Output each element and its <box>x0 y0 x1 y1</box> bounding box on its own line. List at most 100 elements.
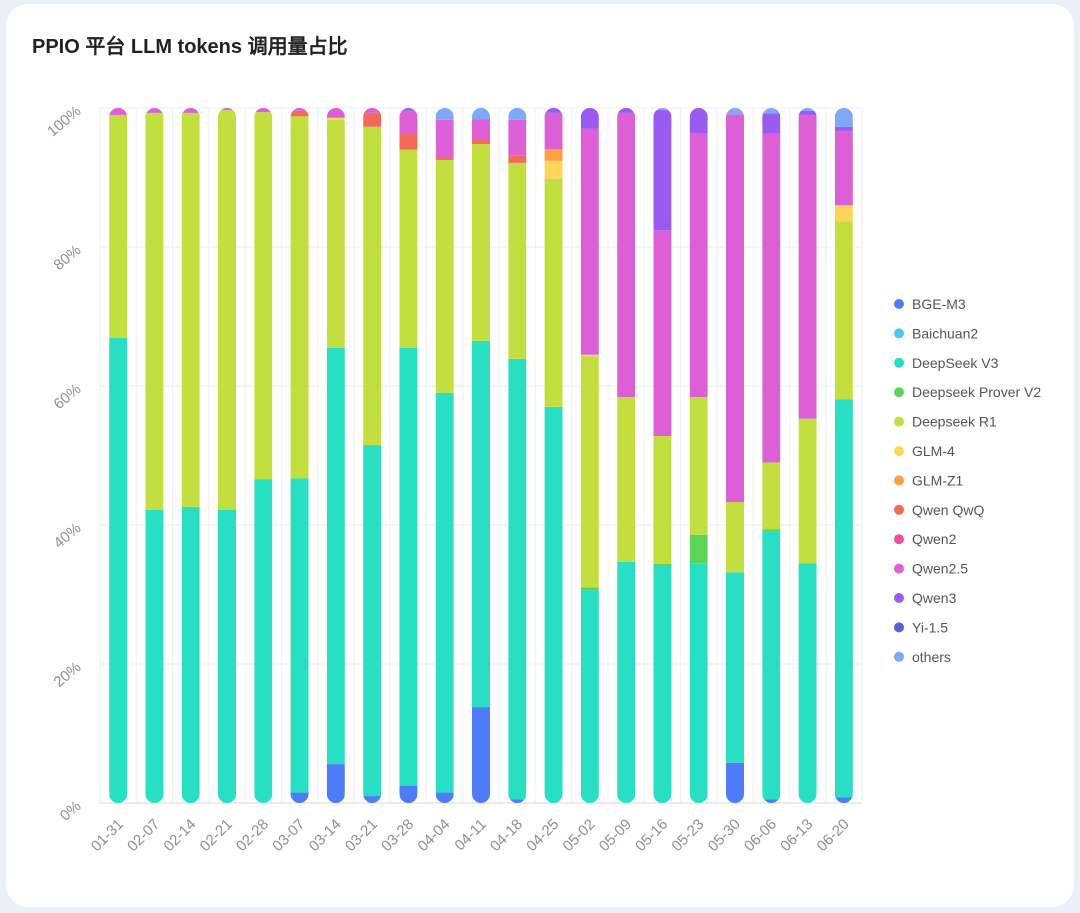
legend-item[interactable]: Deepseek R1 <box>894 414 997 430</box>
bar-segment-bge-m3[interactable] <box>435 792 454 803</box>
bar-segment-deepseek-r1[interactable] <box>181 112 200 507</box>
legend-item[interactable]: Baichuan2 <box>894 325 978 341</box>
bar-segment-deepseek-r1[interactable] <box>218 110 236 510</box>
bar-segment-qwen3[interactable] <box>762 113 781 134</box>
bar-segment-deepseek-r1[interactable] <box>399 149 418 348</box>
bar-segment-deepseek-r1[interactable] <box>508 162 527 359</box>
bar-segment-deepseek-r1[interactable] <box>798 418 817 564</box>
bar-segment-deepseek-r1[interactable] <box>326 119 345 348</box>
bar-segment-deepseek-r1[interactable] <box>254 112 273 480</box>
bar-segment-deepseek-prover-v2[interactable] <box>580 587 599 591</box>
bar-segment-qwen2-5[interactable] <box>834 130 853 206</box>
bar-segment-deepseek-v3[interactable] <box>798 563 817 803</box>
bar-segment-deepseek-v3[interactable] <box>145 509 164 803</box>
bar-stack-05-23[interactable] <box>689 108 708 803</box>
legend-item[interactable]: GLM-Z1 <box>894 472 964 488</box>
bar-segment-deepseek-prover-v2[interactable] <box>689 534 708 564</box>
bar-segment-glm-4[interactable] <box>580 354 599 357</box>
bar-segment-bge-m3[interactable] <box>508 799 527 803</box>
legend-item[interactable]: others <box>894 649 951 665</box>
bar-stack-03-28[interactable] <box>399 108 418 803</box>
bar-segment-qwen2-5[interactable] <box>109 108 128 115</box>
bar-segment-bge-m3[interactable] <box>726 762 744 803</box>
bar-segment-qwen3[interactable] <box>653 110 672 231</box>
bar-segment-deepseek-v3[interactable] <box>399 347 418 786</box>
bar-segment-qwen-qwq[interactable] <box>508 155 527 163</box>
bar-segment-qwen2-5[interactable] <box>508 119 527 156</box>
bar-segment-bge-m3[interactable] <box>472 707 490 803</box>
bar-segment-deepseek-v3[interactable] <box>653 566 672 803</box>
bar-segment-deepseek-prover-v2[interactable] <box>653 563 672 567</box>
bar-segment-deepseek-r1[interactable] <box>726 502 744 573</box>
bar-segment-deepseek-v3[interactable] <box>544 406 563 803</box>
bar-stack-05-02[interactable] <box>580 108 599 803</box>
bar-segment-qwen2-5[interactable] <box>218 108 236 111</box>
bar-segment-others[interactable] <box>834 108 853 127</box>
bar-stack-04-04[interactable] <box>435 108 454 803</box>
bar-segment-deepseek-v3[interactable] <box>109 338 128 803</box>
legend-item[interactable]: GLM-4 <box>894 443 955 459</box>
bar-segment-qwen2-5[interactable] <box>145 108 164 113</box>
bar-segment-qwen2-5[interactable] <box>472 119 490 140</box>
bar-segment-deepseek-r1[interactable] <box>544 178 563 407</box>
bar-stack-01-31[interactable] <box>109 108 128 803</box>
bar-stack-05-16[interactable] <box>653 108 672 803</box>
bar-segment-deepseek-v3[interactable] <box>726 572 744 763</box>
bar-segment-qwen-qwq[interactable] <box>435 158 454 161</box>
bar-segment-qwen3[interactable] <box>798 110 817 115</box>
bar-segment-bge-m3[interactable] <box>762 799 781 803</box>
bar-segment-qwen3[interactable] <box>834 126 853 131</box>
bar-segment-others[interactable] <box>798 108 817 111</box>
legend-item[interactable]: DeepSeek V3 <box>894 355 999 371</box>
bar-segment-glm-4[interactable] <box>834 205 853 222</box>
bar-stack-02-28[interactable] <box>254 108 273 803</box>
bar-segment-deepseek-v3[interactable] <box>580 590 599 803</box>
bar-segment-qwen2-5[interactable] <box>689 133 708 398</box>
bar-segment-qwen2-5[interactable] <box>290 108 309 111</box>
bar-segment-others[interactable] <box>726 108 744 115</box>
bar-stack-04-11[interactable] <box>472 108 490 803</box>
bar-segment-deepseek-r1[interactable] <box>617 397 636 562</box>
bar-segment-glm-4[interactable] <box>544 160 563 179</box>
bar-segment-qwen3[interactable] <box>399 108 418 111</box>
bar-segment-deepseek-r1[interactable] <box>145 112 164 510</box>
bar-segment-deepseek-v3[interactable] <box>762 531 781 800</box>
bar-segment-deepseek-r1[interactable] <box>472 144 490 341</box>
bar-segment-deepseek-r1[interactable] <box>363 126 382 446</box>
bar-segment-bge-m3[interactable] <box>326 764 345 803</box>
bar-segment-deepseek-v3[interactable] <box>254 479 273 803</box>
bar-segment-deepseek-v3[interactable] <box>689 563 708 803</box>
bar-segment-glm-4[interactable] <box>326 117 345 120</box>
bar-stack-02-21[interactable] <box>218 108 236 803</box>
bar-stack-06-06[interactable] <box>762 108 781 803</box>
bar-segment-deepseek-v3[interactable] <box>435 392 454 793</box>
legend-item[interactable]: Qwen2 <box>894 531 957 547</box>
bar-segment-deepseek-v3[interactable] <box>363 445 382 797</box>
bar-segment-deepseek-v3[interactable] <box>290 478 309 793</box>
bar-stack-03-14[interactable] <box>326 108 345 803</box>
bar-segment-qwen3[interactable] <box>689 108 708 134</box>
bar-segment-bge-m3[interactable] <box>290 792 309 803</box>
bar-segment-qwen-qwq[interactable] <box>290 110 309 117</box>
bar-segment-deepseek-r1[interactable] <box>109 114 128 339</box>
bar-segment-qwen2-5[interactable] <box>399 110 418 134</box>
bar-segment-bge-m3[interactable] <box>363 796 382 803</box>
bar-stack-04-25[interactable] <box>544 108 563 803</box>
legend-item[interactable]: Qwen QwQ <box>894 502 984 518</box>
legend-item[interactable]: Deepseek Prover V2 <box>894 384 1041 400</box>
bar-segment-bge-m3[interactable] <box>834 797 853 803</box>
bar-segment-qwen2-5[interactable] <box>653 230 672 437</box>
bar-segment-qwen2-5[interactable] <box>762 133 781 463</box>
bar-segment-others[interactable] <box>472 108 490 120</box>
bar-segment-deepseek-r1[interactable] <box>834 221 853 400</box>
bar-segment-qwen2-5[interactable] <box>580 128 599 355</box>
bar-segment-qwen-qwq[interactable] <box>363 112 382 127</box>
bar-segment-qwen2-5[interactable] <box>726 114 744 503</box>
bar-stack-06-20[interactable] <box>834 108 853 803</box>
bar-segment-qwen2-5[interactable] <box>363 108 382 113</box>
bar-segment-deepseek-v3[interactable] <box>472 340 490 708</box>
bar-segment-others[interactable] <box>653 108 672 111</box>
bar-stack-04-18[interactable] <box>508 108 527 803</box>
bar-segment-deepseek-v3[interactable] <box>181 506 200 803</box>
bar-segment-qwen2-5[interactable] <box>254 108 273 113</box>
